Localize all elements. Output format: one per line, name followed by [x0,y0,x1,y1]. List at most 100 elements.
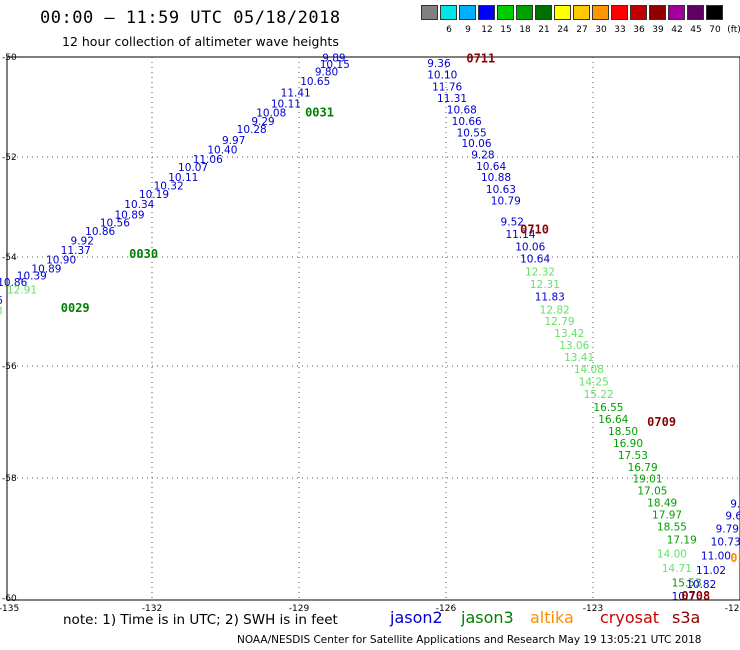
wave-height-value: 10.7 [672,591,695,603]
wave-height-value: 15.22 [584,389,614,401]
legend-item-jason2: jason2 [390,608,443,627]
wave-height-value: 14.08 [574,364,604,376]
scale-swatch [592,5,609,20]
wave-height-value: 10.56 [100,217,130,229]
wave-height-value: 18.55 [657,521,687,533]
wave-height-value: 11.76 [432,82,462,94]
wave-height-value: 10.66 [452,116,482,128]
wave-height-value: 16.79 [628,462,658,474]
wave-height-value: 10.86 [85,226,115,238]
map-subtitle: 12 hour collection of altimeter wave hei… [62,34,339,49]
wave-height-value: 15.53 [672,577,702,589]
wave-height-value: 10.73 [711,537,740,549]
scale-label: 36 [633,25,645,35]
wave-height-value: 9.52 [501,216,524,228]
wave-height-value: 10.34 [124,199,154,211]
wave-height-value: 10.63 [486,184,516,196]
wave-height-value: 10.11 [271,98,301,110]
wave-height-value: 16.90 [613,438,643,450]
wave-height-value: 10.07 [178,162,208,174]
wave-height-value: 10.64 [476,161,506,173]
wave-height-value: 10.15 [320,59,350,71]
scale-label: 33 [614,25,626,35]
scale-label: 15 [500,25,512,35]
scale-label: 70 [709,25,721,35]
wave-height-value: 14.00 [657,549,687,561]
wave-height-value: 10.88 [481,172,511,184]
wave-height-value: 13.41 [564,352,594,364]
scale-swatch [611,5,628,20]
scale-label: 30 [595,25,607,35]
scale-swatch [478,5,495,20]
scale-swatch [535,5,552,20]
wave-height-value: 10.86 [0,277,28,289]
wave-height-value: 14.71 [662,563,692,575]
track-time-label: 0709 [647,415,676,429]
footer-note: note: 1) Time is in UTC; 2) SWH is in fe… [63,612,338,628]
lat-label: -52 [2,153,17,163]
wave-height-value: 10.06 [515,241,545,253]
lat-label: -56 [2,362,17,372]
lat-label: -54 [2,253,17,263]
wave-height-value: 10.89 [31,264,61,276]
scale-swatch [554,5,571,20]
wave-height-value: 19.01 [632,474,662,486]
scale-label: 6 [446,25,452,35]
wave-height-value: 10.64 [520,253,550,265]
wave-height-value: 10.28 [237,124,267,136]
credit-line: NOAA/NESDIS Center for Satellite Applica… [237,634,702,646]
scale-unit: (ft) [727,25,740,35]
wave-height-value: 12.82 [540,304,570,316]
wave-height-value: 9.36 [427,58,451,70]
lon-label: -123 [583,604,603,614]
legend-item-altika: altika [530,608,574,627]
wave-height-value: 11.37 [61,245,91,257]
wave-height-value: 16.64 [598,414,628,426]
scale-label: 42 [671,25,683,35]
wave-height-value: 13.06 [559,340,589,352]
scale-swatch [440,5,457,20]
lon-label: -132 [142,604,162,614]
wave-height-value: 10.55 [457,127,487,139]
wave-height-value: 11.02 [696,565,726,577]
wave-height-value: 10.39 [17,271,47,283]
wave-height-value: 9.80 [315,66,338,78]
wave-height-value: 10.90 [46,254,76,266]
track-time-label: 010 [730,551,740,565]
scale-label: 21 [538,25,550,35]
map-frame [6,56,740,601]
wave-height-value: 12.23 [0,305,3,317]
track-time-label: 0029 [61,301,90,315]
scale-label: 24 [557,25,569,35]
wave-height-value: 9.28 [471,150,494,162]
scale-swatch [706,5,723,20]
wave-height-value: 9.29 [251,116,274,128]
wave-height-value: 12.31 [530,279,560,291]
scale-swatch [497,5,514,20]
wave-height-value: 10.79 [491,196,521,208]
scale-swatch [687,5,704,20]
wave-height-value: 17.19 [667,535,697,547]
wave-height-value: 9.66 [725,511,740,523]
wave-height-value: 11.86 [0,295,3,307]
scale-label: 39 [652,25,664,35]
wave-height-value: 11.14 [505,229,535,241]
wave-height-value: 11.41 [281,88,311,100]
track-time-label: 0710 [520,222,549,236]
wave-height-value: 10.32 [154,180,184,192]
wave-height-value: 17.53 [618,450,648,462]
wave-height-value: 17.05 [637,486,667,498]
wave-height-value: 12.32 [525,266,555,278]
legend-item-jason3: jason3 [461,608,514,627]
lon-label: -124 [725,604,740,614]
wave-height-value: 18.49 [647,498,677,510]
wave-height-value: 18.50 [608,426,638,438]
wave-height-value: 9.92 [71,235,94,247]
wave-height-value: 10.68 [447,104,477,116]
track-time-label: 0711 [466,51,495,65]
scale-swatch [421,5,438,20]
wave-height-value: 10.11 [168,172,198,184]
track-time-label: 0031 [305,106,334,120]
wave-height-value: 9.89 [322,52,345,64]
track-time-label: 0708 [681,589,710,603]
